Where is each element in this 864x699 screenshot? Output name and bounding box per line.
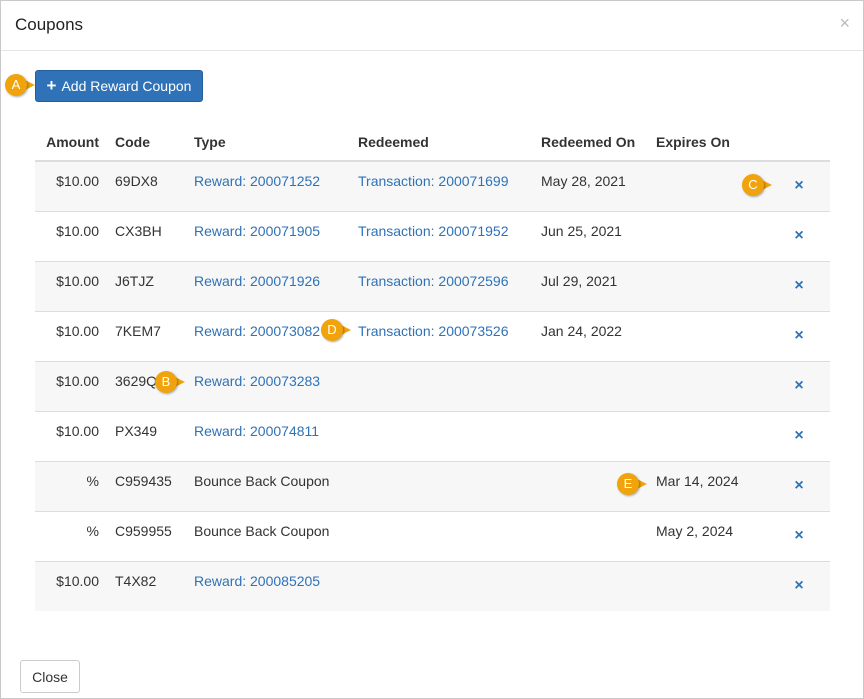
header-amount: Amount: [35, 123, 115, 162]
reward-link[interactable]: Reward: 200071252: [194, 173, 321, 189]
transaction-link[interactable]: Transaction: 200071952: [358, 222, 509, 239]
redeemed-cell: [358, 410, 541, 461]
delete-icon[interactable]: ×: [794, 177, 804, 194]
callout-marker: E: [617, 473, 653, 495]
code-cell: 69DX8: [115, 160, 194, 211]
delete-icon[interactable]: ×: [794, 376, 804, 394]
code-cell: PX349: [115, 410, 194, 461]
code-cell: T4X82: [115, 560, 194, 611]
table-row: $10.00 3629Q Reward: 200073283 ×: [35, 360, 830, 411]
redeemed-cell: [358, 460, 541, 511]
amount-cell: $10.00: [35, 210, 115, 261]
redeemed-on-cell: [541, 560, 656, 611]
redeemed-cell: [358, 560, 541, 611]
delete-icon[interactable]: ×: [794, 576, 804, 594]
reward-link[interactable]: Reward: 200085205: [194, 572, 321, 589]
dialog-header: Coupons ×: [1, 1, 863, 51]
transaction-link[interactable]: Transaction: 200071699: [358, 173, 509, 189]
expires-on-cell: [656, 310, 768, 361]
redeemed-on-cell: [541, 510, 656, 561]
amount-cell: %: [35, 460, 115, 511]
code-cell: 7KEM7: [115, 310, 194, 361]
reward-link[interactable]: Reward: 200074811: [194, 422, 320, 439]
transaction-link[interactable]: Transaction: 200072596: [358, 272, 509, 289]
callout-label: A: [11, 77, 21, 92]
expires-on-cell: [656, 410, 768, 461]
code-cell: J6TJZ: [115, 260, 194, 311]
coupons-table: Amount Code Type Redeemed Redeemed On Ex…: [35, 123, 830, 611]
callout-marker: D: [321, 319, 357, 341]
plus-icon: +: [46, 76, 57, 95]
redeemed-on-cell: May 28, 2021: [541, 160, 656, 211]
callout-label: C: [748, 177, 758, 192]
transaction-link[interactable]: Transaction: 200073526: [358, 322, 509, 339]
expires-on-cell: [656, 210, 768, 261]
table-row: % C959435 Bounce Back Coupon Mar 14, 202…: [35, 460, 830, 511]
delete-icon[interactable]: ×: [794, 276, 804, 294]
header-actions: [768, 123, 830, 162]
callout-label: B: [161, 374, 171, 389]
reward-link[interactable]: Reward: 200071926: [194, 272, 321, 289]
callout-label: E: [623, 476, 633, 491]
header-redeemed: Redeemed: [358, 123, 541, 162]
redeemed-on-cell: Jan 24, 2022: [541, 310, 656, 361]
type-cell: Bounce Back Coupon: [194, 510, 358, 561]
reward-link[interactable]: Reward: 200071905: [194, 222, 321, 239]
delete-icon[interactable]: ×: [794, 326, 804, 344]
expires-on-cell: [656, 260, 768, 311]
table-row: $10.00 T4X82 Reward: 200085205 ×: [35, 560, 830, 611]
table-header-row: Amount Code Type Redeemed Redeemed On Ex…: [35, 123, 830, 162]
table-row: $10.00 69DX8 Reward: 200071252 Transacti…: [35, 160, 830, 211]
amount-cell: $10.00: [35, 260, 115, 311]
callout-marker: A: [5, 74, 41, 96]
delete-icon[interactable]: ×: [794, 526, 804, 544]
table-row: % C959955 Bounce Back Coupon May 2, 2024…: [35, 510, 830, 561]
header-type: Type: [194, 123, 358, 162]
amount-cell: $10.00: [35, 360, 115, 411]
delete-icon[interactable]: ×: [794, 476, 804, 494]
reward-link[interactable]: Reward: 200073283: [194, 372, 321, 389]
callout-label: D: [327, 322, 337, 337]
amount-cell: $10.00: [35, 410, 115, 461]
dialog-title: Coupons: [15, 15, 84, 34]
expires-on-cell: [656, 560, 768, 611]
amount-cell: $10.00: [35, 160, 115, 211]
redeemed-cell: [358, 510, 541, 561]
close-icon[interactable]: ×: [839, 13, 850, 33]
close-button[interactable]: Close: [20, 660, 80, 693]
header-code: Code: [115, 123, 194, 162]
callout-marker: B: [155, 371, 191, 393]
expires-on-cell: [656, 360, 768, 411]
delete-icon[interactable]: ×: [794, 426, 804, 444]
add-reward-coupon-button[interactable]: + Add Reward Coupon: [35, 70, 203, 102]
code-cell: CX3BH: [115, 210, 194, 261]
code-cell: C959435: [115, 460, 194, 511]
code-cell: C959955: [115, 510, 194, 561]
redeemed-on-cell: Jul 29, 2021: [541, 260, 656, 311]
header-redeemed-on: Redeemed On: [541, 123, 656, 162]
redeemed-on-cell: Jun 25, 2021: [541, 210, 656, 261]
expires-on-cell: May 2, 2024: [656, 510, 768, 561]
table-row: $10.00 CX3BH Reward: 200071905 Transacti…: [35, 210, 830, 261]
redeemed-cell: [358, 360, 541, 411]
expires-on-cell: Mar 14, 2024: [656, 460, 768, 511]
table-row: $10.00 PX349 Reward: 200074811 ×: [35, 410, 830, 461]
amount-cell: $10.00: [35, 560, 115, 611]
callout-marker: C: [742, 174, 778, 196]
redeemed-on-cell: [541, 360, 656, 411]
add-reward-coupon-label: Add Reward Coupon: [61, 78, 192, 94]
redeemed-on-cell: [541, 410, 656, 461]
delete-icon[interactable]: ×: [794, 226, 804, 244]
amount-cell: %: [35, 510, 115, 561]
table-row: $10.00 7KEM7 Reward: 200073082 Transacti…: [35, 310, 830, 361]
type-cell: Bounce Back Coupon: [194, 460, 358, 511]
header-expires-on: Expires On: [656, 123, 768, 162]
amount-cell: $10.00: [35, 310, 115, 361]
table-row: $10.00 J6TJZ Reward: 200071926 Transacti…: [35, 260, 830, 311]
reward-link[interactable]: Reward: 200073082: [194, 322, 321, 339]
